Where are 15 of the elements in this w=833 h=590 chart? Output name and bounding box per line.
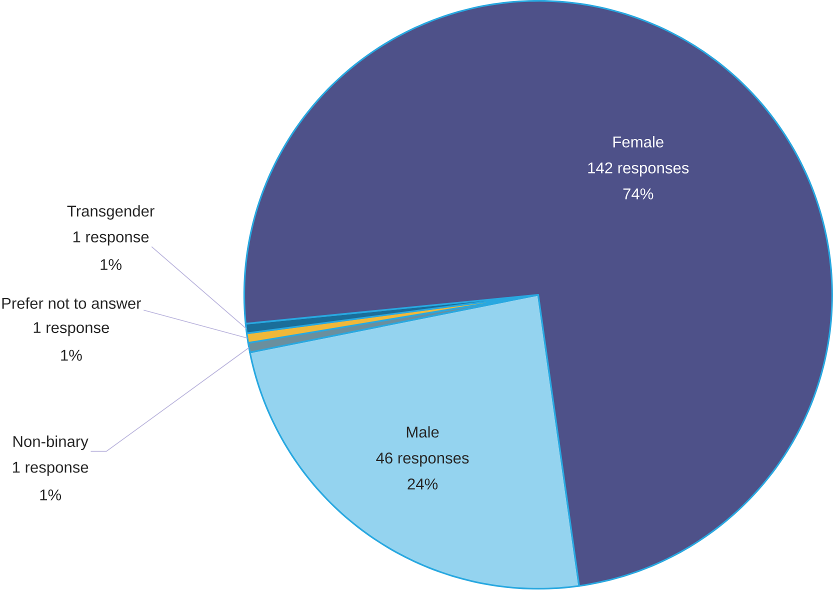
- text: 1%: [40, 490, 62, 501]
- slice-label: Male: [406, 426, 439, 438]
- text: 74%: [623, 188, 654, 200]
- data-label: 46 responses: [376, 452, 469, 467]
- data-label: 1 response: [34, 322, 110, 336]
- data-label: 142 responses: [588, 162, 689, 177]
- data-label: 1 response: [73, 232, 149, 246]
- text: 1%: [61, 350, 82, 361]
- text: 24%: [408, 478, 438, 490]
- slice-label: Prefer not to answer: [2, 298, 142, 310]
- slice-label: Transgender: [67, 205, 154, 220]
- text: 1%: [100, 259, 122, 270]
- data-label: 1 response: [12, 462, 88, 476]
- slice-label: Non-binary: [14, 436, 88, 450]
- slice-label: Female: [613, 136, 664, 148]
